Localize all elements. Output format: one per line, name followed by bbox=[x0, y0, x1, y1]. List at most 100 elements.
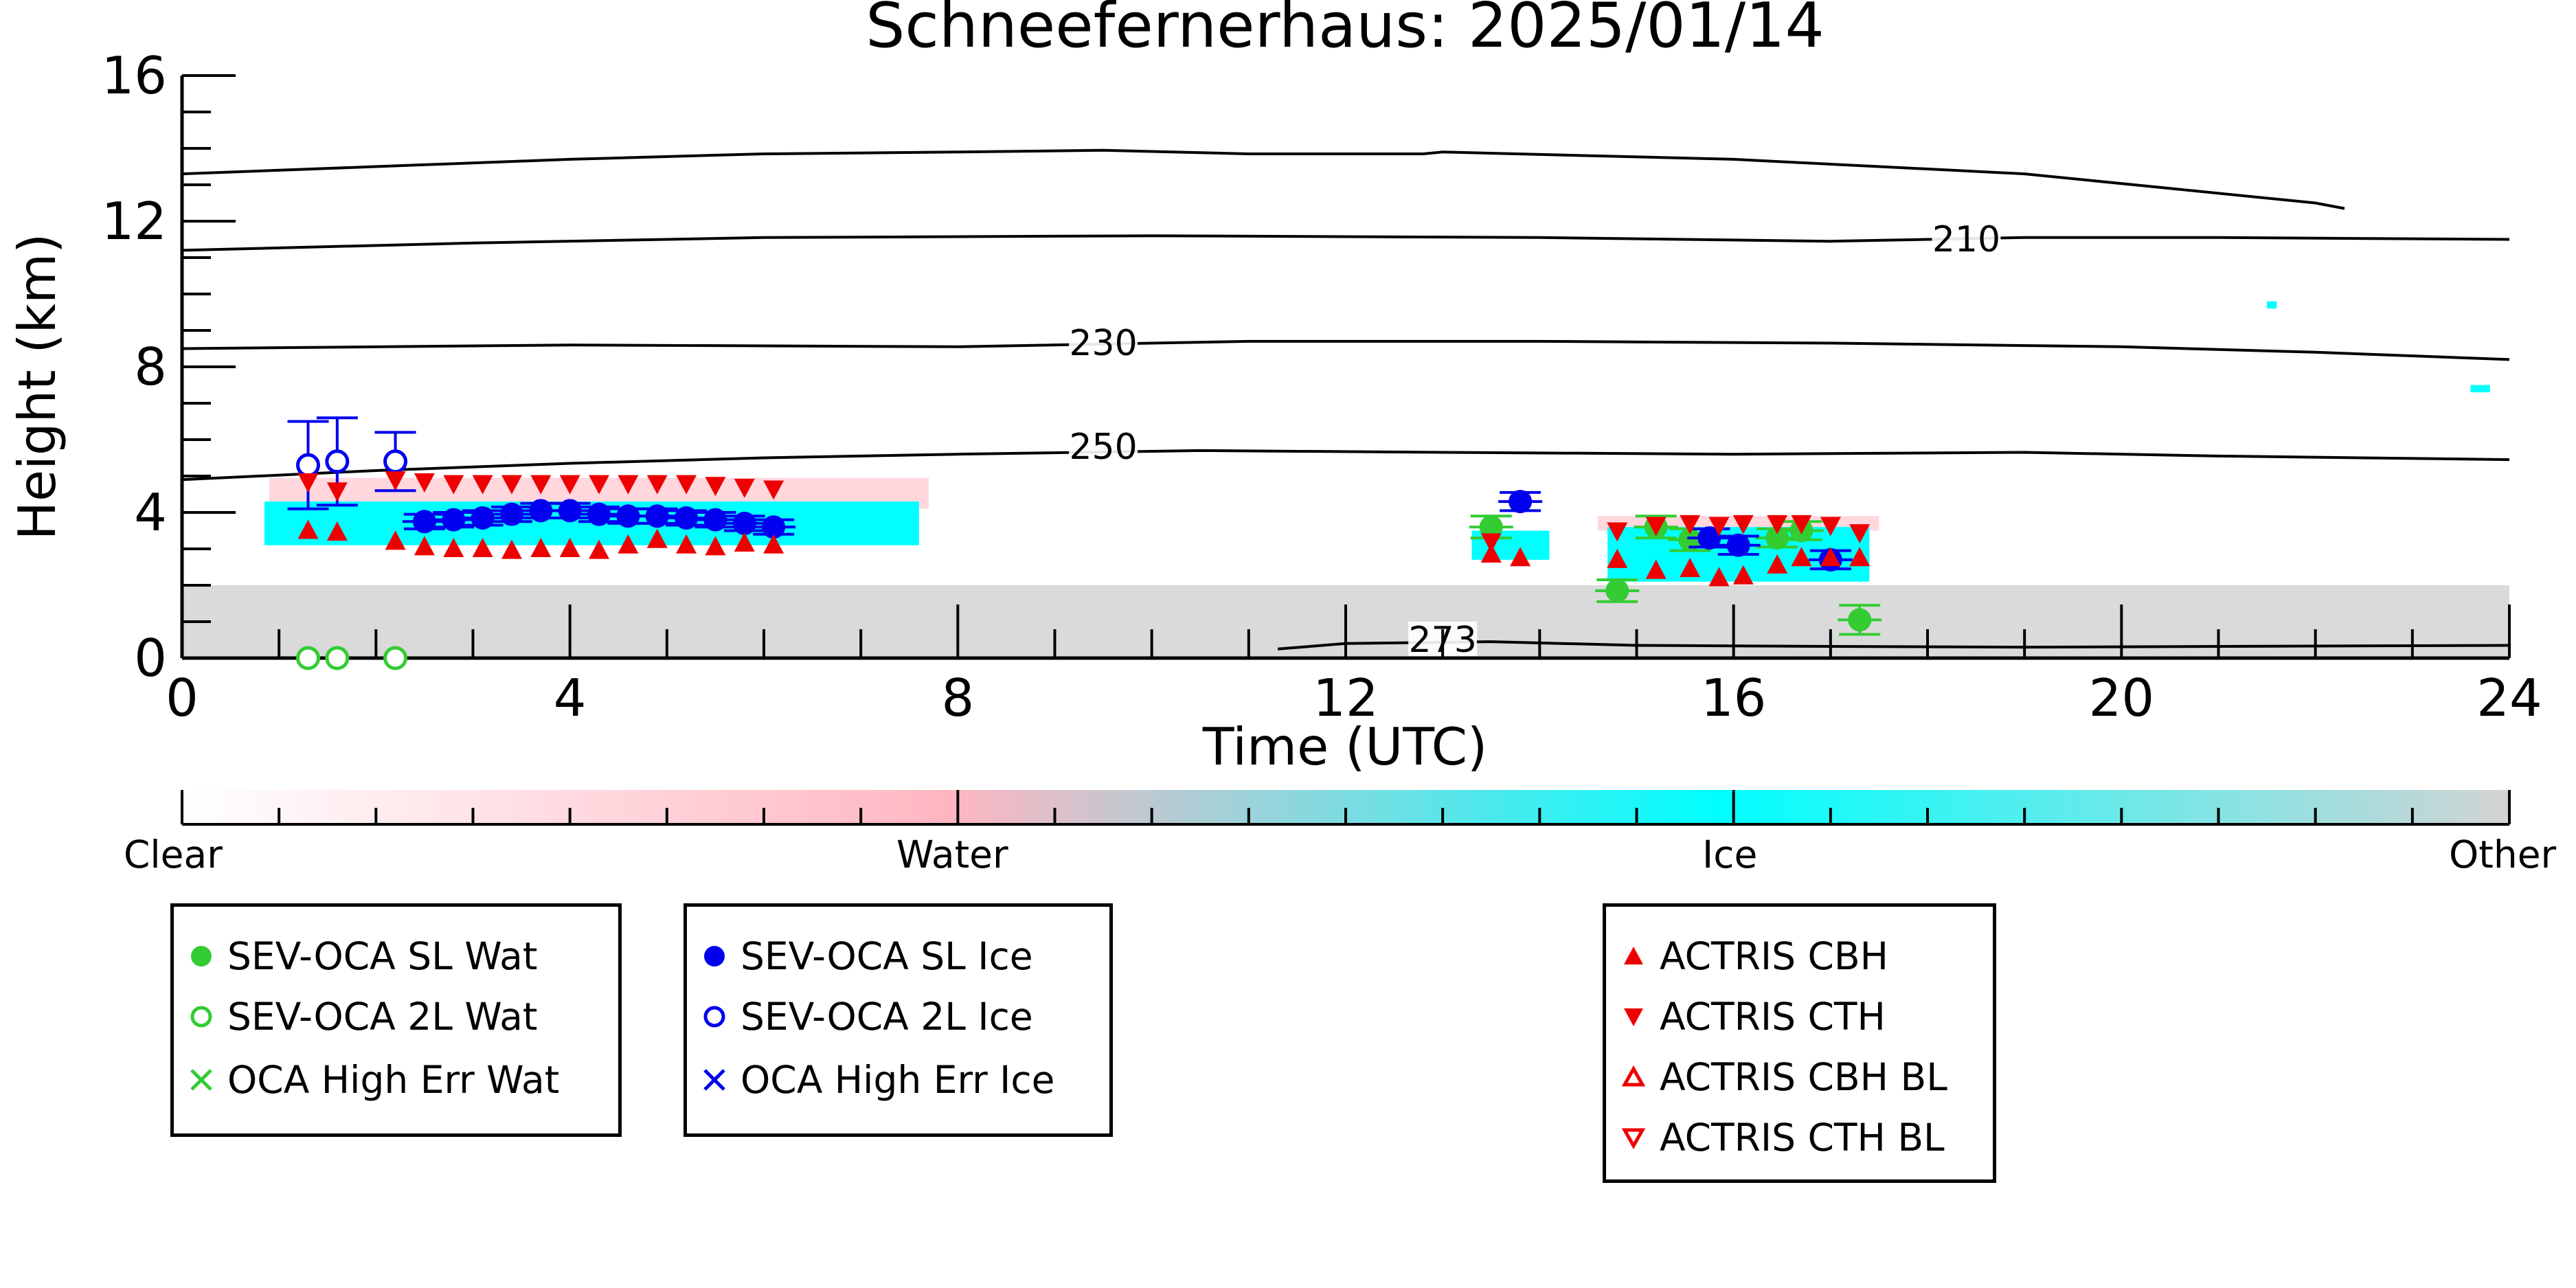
legend-label: SEV-OCA SL Ice bbox=[741, 934, 1033, 978]
data-point bbox=[734, 532, 755, 552]
data-point bbox=[589, 539, 610, 559]
data-point bbox=[1607, 522, 1628, 542]
data-point bbox=[499, 502, 523, 526]
contour-line-250 bbox=[181, 449, 2510, 482]
legend-actris: ACTRIS CBH ACTRIS CTH ACTRIS CBH BL ACTR… bbox=[1603, 903, 1996, 1183]
data-point bbox=[1732, 515, 1754, 534]
data-point bbox=[414, 536, 435, 556]
data-point bbox=[442, 508, 466, 532]
circle-filled-blue-icon bbox=[704, 946, 725, 967]
legend-label: ACTRIS CBH BL bbox=[1660, 1055, 1947, 1099]
data-point bbox=[472, 475, 493, 495]
data-point bbox=[471, 506, 495, 530]
data-point bbox=[559, 538, 580, 557]
circle-open-green-icon bbox=[190, 1006, 212, 1028]
data-point bbox=[443, 538, 464, 557]
data-point bbox=[472, 538, 493, 557]
data-point bbox=[1726, 533, 1750, 557]
data-point bbox=[646, 528, 668, 548]
data-point bbox=[326, 521, 348, 541]
x-tick-label: 20 bbox=[2089, 668, 2154, 728]
data-point bbox=[501, 539, 522, 559]
legend-label: SEV-OCA SL Wat bbox=[227, 934, 538, 978]
data-point bbox=[558, 499, 582, 523]
data-point bbox=[1767, 515, 1788, 534]
chart-title: Schneefernerhaus: 2025/01/14 bbox=[866, 0, 1824, 62]
data-point bbox=[1509, 490, 1533, 514]
data-point bbox=[559, 475, 580, 495]
y-axis-label: Height (km) bbox=[7, 234, 67, 541]
data-point bbox=[296, 453, 321, 477]
x-tick-label: 8 bbox=[941, 668, 974, 728]
data-point bbox=[1765, 526, 1789, 550]
data-point bbox=[1510, 547, 1531, 567]
x-tick-label: 24 bbox=[2476, 668, 2542, 728]
data-point bbox=[1791, 547, 1812, 567]
data-point bbox=[412, 510, 436, 534]
data-point bbox=[732, 511, 756, 535]
y-tick-label: 4 bbox=[134, 482, 167, 543]
series-actris-cbh bbox=[297, 519, 1871, 587]
triangle-up-open-red-icon bbox=[1621, 1065, 1646, 1087]
data-point bbox=[1767, 554, 1788, 574]
contour-label: 210 bbox=[1932, 219, 2000, 260]
data-point bbox=[676, 534, 697, 554]
data-point bbox=[1480, 533, 1502, 553]
legend-ice: SEV-OCA SL Ice SEV-OCA 2L Ice OCA High E… bbox=[683, 903, 1113, 1137]
legend-item-cbh-bl: ACTRIS CBH BL bbox=[1618, 1055, 1947, 1099]
x-tick-label: 16 bbox=[1701, 668, 1766, 728]
contour-label: 230 bbox=[1069, 323, 1137, 364]
contour-line-230 bbox=[181, 339, 2510, 361]
x-tick-label: 4 bbox=[554, 668, 587, 728]
y-tick-label: 8 bbox=[134, 337, 167, 397]
data-point bbox=[383, 646, 408, 670]
data-point bbox=[762, 515, 786, 539]
colorbar-label-clear: Clear bbox=[124, 833, 223, 877]
triangle-up-filled-red-icon bbox=[1624, 947, 1643, 964]
data-point bbox=[646, 475, 668, 495]
y-tick-label: 0 bbox=[134, 628, 167, 688]
legend-label: OCA High Err Ice bbox=[741, 1058, 1055, 1102]
triangle-down-filled-red-icon bbox=[1624, 1008, 1643, 1026]
colorbar-label-other: Other bbox=[2449, 833, 2557, 877]
contour-label: 250 bbox=[1069, 427, 1137, 468]
data-point bbox=[1708, 567, 1730, 587]
contour-label-bg bbox=[1069, 324, 1138, 359]
series-actris-cth bbox=[297, 471, 1871, 553]
data-point bbox=[1697, 526, 1721, 550]
x-axis-label: Time (UTC) bbox=[1202, 716, 1488, 777]
plot-axes: 0 4 8 12 16 0 4 8 12 16 20 24 bbox=[102, 45, 2542, 728]
data-point bbox=[703, 508, 727, 532]
data-point bbox=[297, 473, 319, 493]
data-point bbox=[443, 475, 464, 495]
data-point bbox=[763, 480, 784, 500]
legend-label: SEV-OCA 2L Ice bbox=[741, 995, 1033, 1039]
data-point bbox=[616, 504, 640, 528]
data-point bbox=[763, 534, 784, 554]
data-point bbox=[675, 506, 699, 530]
data-point bbox=[530, 538, 552, 557]
data-point bbox=[385, 530, 406, 550]
data-point bbox=[1479, 515, 1503, 539]
y-tick-label: 12 bbox=[102, 191, 167, 251]
legend-item-cth: ACTRIS CTH bbox=[1618, 995, 1886, 1039]
data-point bbox=[589, 475, 610, 495]
data-point bbox=[1708, 517, 1730, 536]
legend-water: SEV-OCA SL Wat SEV-OCA 2L Wat OCA High E… bbox=[170, 903, 622, 1137]
legend-label: ACTRIS CTH BL bbox=[1660, 1116, 1945, 1160]
legend-item-sl-ice: SEV-OCA SL Ice bbox=[699, 934, 1033, 978]
data-series bbox=[287, 416, 1882, 670]
data-point bbox=[705, 477, 726, 497]
data-point bbox=[1848, 608, 1872, 632]
legend-label: OCA High Err Wat bbox=[227, 1058, 560, 1102]
data-point bbox=[705, 536, 726, 556]
data-point bbox=[529, 499, 553, 523]
data-point bbox=[645, 504, 669, 528]
data-point bbox=[297, 519, 319, 539]
data-point bbox=[1791, 515, 1812, 534]
circle-filled-green-icon bbox=[191, 946, 212, 967]
y-tick-label: 16 bbox=[102, 45, 167, 106]
data-point bbox=[530, 475, 552, 495]
